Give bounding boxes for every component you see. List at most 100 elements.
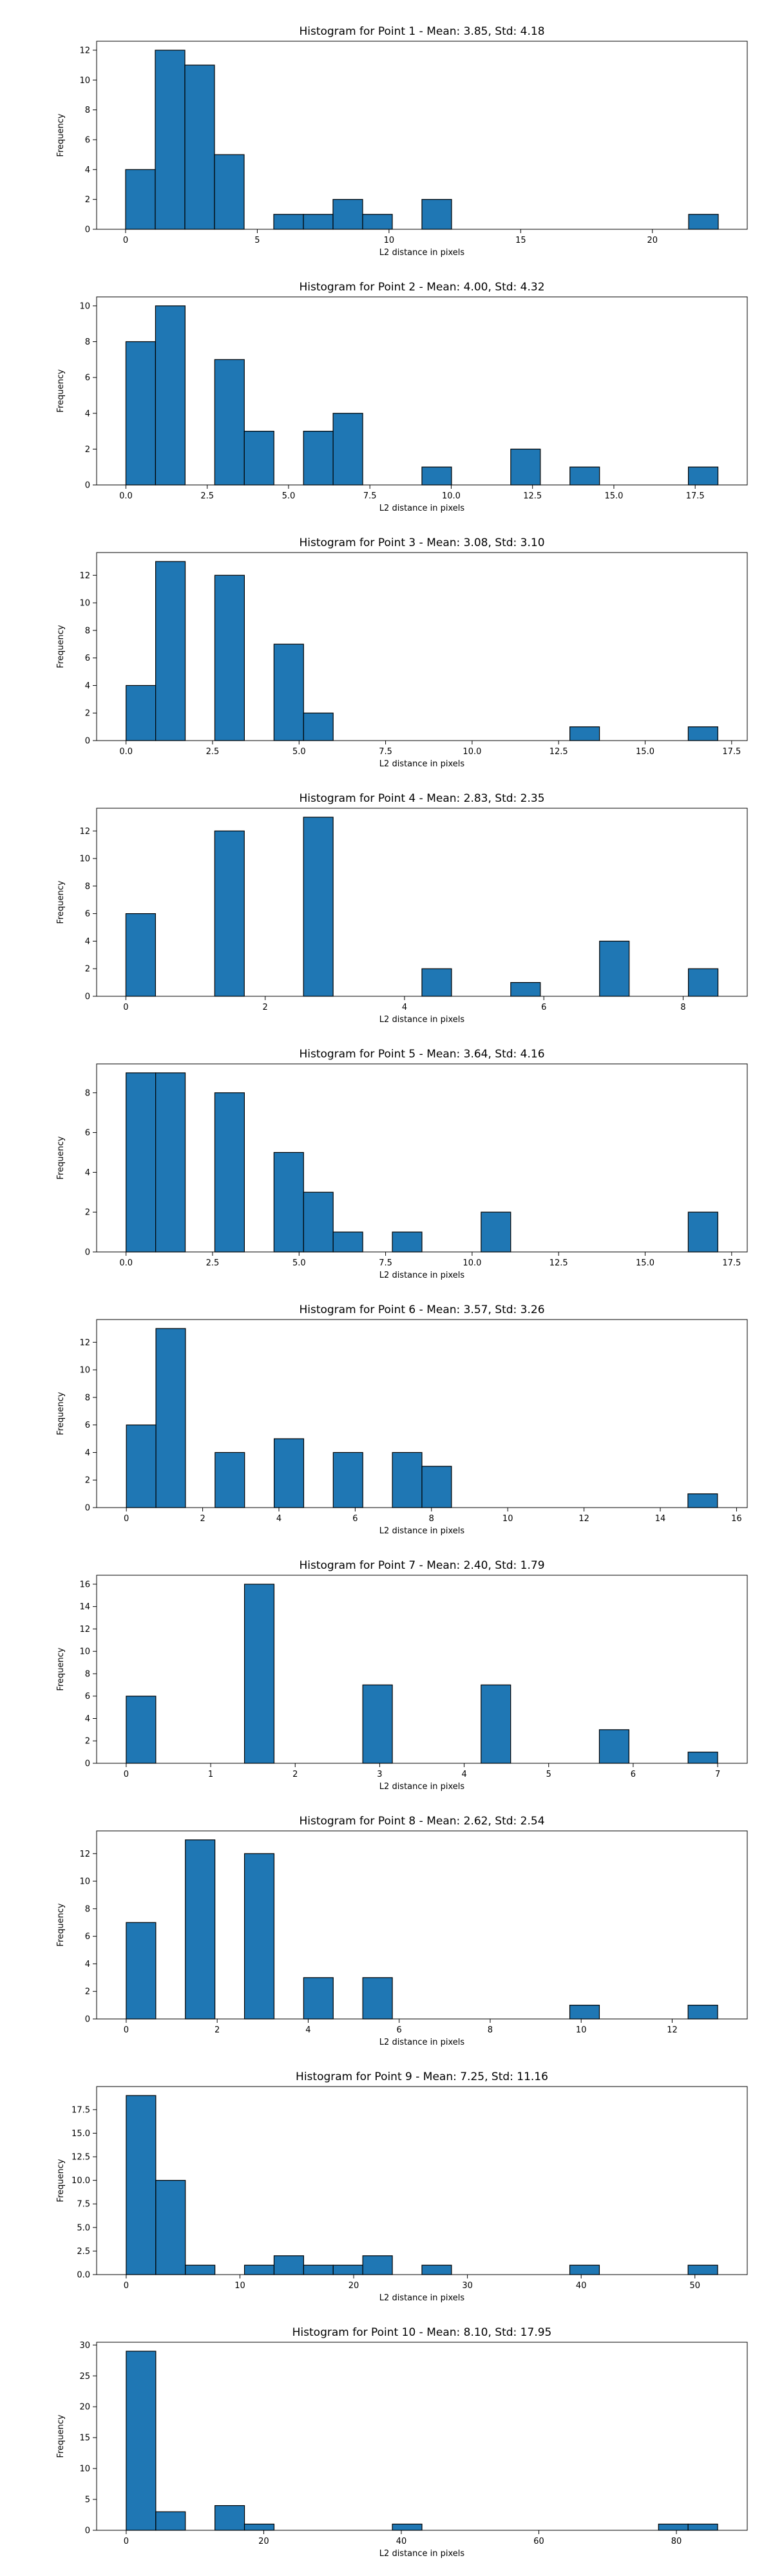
chart-2-ytick-label-5: 8 [85,337,90,347]
chart-10: Histogram for Point 10 - Mean: 8.10, Std… [56,2326,748,2559]
chart-6-ytick-label-3: 4 [85,1448,90,1458]
chart-6-bar-4 [215,1452,245,1508]
chart-7-xtick-label-6: 5 [546,1770,551,1779]
chart-4-bar-4 [214,830,245,997]
chart-5-bar-10 [392,1231,423,1253]
chart-10-bar-2 [155,2511,186,2531]
chart-2-xtick-label-3: 5.0 [282,491,296,501]
chart-4: Histogram for Point 4 - Mean: 2.83, Std:… [56,792,748,1025]
chart-3-xtick-label-6: 12.5 [549,747,568,757]
chart-2-xtick-label-1: 0.0 [119,491,133,501]
chart-3-bar-7 [303,712,334,741]
chart-7-bar-20 [687,1752,718,1764]
chart-5-ytick-label-5: 8 [85,1088,90,1098]
chart-4-plot-area [96,808,748,997]
chart-9: Histogram for Point 9 - Mean: 7.25, Std:… [56,2070,748,2303]
chart-9-ytick-label-4: 7.5 [77,2200,90,2210]
chart-6: Histogram for Point 6 - Mean: 3.57, Std:… [56,1303,748,1536]
chart-9-bar-7 [303,2264,334,2275]
chart-6-bar-11 [421,1466,452,1508]
chart-3-xtick-label-5: 10.0 [463,747,481,757]
chart-7-bar-9 [362,1684,393,1764]
chart-9-bar-11 [421,2264,452,2275]
chart-9-ytick-label-3: 5.0 [77,2223,90,2233]
chart-6-ytick-label-6: 10 [79,1366,90,1376]
chart-5-xtick-label-4: 7.5 [379,1258,392,1268]
chart-5-title: Histogram for Point 5 - Mean: 3.64, Std:… [299,1048,544,1061]
chart-7-ytick-label-3: 4 [85,1714,90,1724]
chart-6-bar-1 [126,1425,157,1508]
chart-1-bar-4 [214,154,245,230]
chart-7-xtick-label-4: 3 [377,1770,382,1779]
chart-3-ytick-label-7: 12 [79,571,90,581]
chart-7-xtick-label-3: 2 [292,1770,298,1779]
chart-1-xtick-label-3: 10 [384,236,395,245]
chart-10-bar-5 [243,2523,275,2531]
chart-1-xtick-label-2: 5 [254,236,260,245]
chart-7-ytick-label-7: 12 [79,1625,90,1634]
chart-1-xtick-label-5: 20 [647,236,658,245]
chart-7-bar-13 [481,1684,511,1764]
chart-10-ytick-label-1: 0 [85,2526,90,2536]
chart-6-xtick-label-7: 12 [578,1514,589,1524]
chart-4-xtick-label-3: 4 [402,1003,407,1012]
chart-7-xtick-label-1: 0 [124,1770,129,1779]
chart-9-ylabel: Frequency [56,2159,66,2202]
chart-9-plot-area [96,2086,748,2275]
chart-2-bar-5 [243,430,274,486]
chart-2-xtick-label-5: 10.0 [442,491,461,501]
chart-5-bar-7 [303,1191,334,1253]
chart-2-bar-1 [125,341,157,486]
chart-1-bar-7 [303,214,334,230]
chart-5-bar-1 [126,1072,157,1253]
chart-5-ytick-label-4: 6 [85,1128,90,1138]
chart-2-xlabel: L2 distance in pixels [379,504,465,513]
chart-10-bar-10 [392,2523,423,2531]
chart-8-title: Histogram for Point 8 - Mean: 2.62, Std:… [299,1815,544,1828]
chart-8-xlabel: L2 distance in pixels [379,2038,465,2047]
chart-3-ytick-label-3: 4 [85,681,90,691]
chart-2-ytick-label-6: 10 [79,301,90,311]
chart-6-ylabel: Frequency [56,1392,66,1435]
chart-7-xtick-label-8: 7 [715,1770,720,1779]
chart-8-ylabel: Frequency [56,1903,66,1946]
chart-6-xtick-label-4: 6 [352,1514,358,1524]
chart-7-xtick-label-5: 4 [461,1770,466,1779]
chart-4-xtick-label-5: 8 [680,1003,685,1012]
chart-10-ytick-label-6: 25 [79,2372,90,2382]
chart-1-bar-11 [421,199,452,230]
chart-8-xtick-label-5: 8 [488,2025,493,2035]
chart-5-bar-6 [273,1151,304,1253]
chart-10-bar-20 [687,2523,718,2531]
chart-5-bar-20 [687,1211,718,1253]
chart-9-ytick-label-7: 15.0 [72,2129,90,2139]
chart-8-ytick-label-1: 0 [85,2015,90,2025]
chart-3-bar-6 [273,643,304,741]
chart-7-bar-1 [126,1696,157,1764]
chart-2-ytick-label-1: 0 [85,481,90,491]
chart-7-ylabel: Frequency [56,1647,66,1690]
chart-9-bar-6 [273,2255,304,2275]
chart-9-xlabel: L2 distance in pixels [379,2293,465,2303]
chart-4-bar-11 [421,968,452,997]
chart-1-ytick-label-4: 6 [85,135,90,145]
chart-6-xtick-label-2: 2 [200,1514,205,1524]
chart-10-bar-4 [215,2505,245,2531]
chart-3-ytick-label-1: 0 [85,737,90,746]
chart-4-xtick-label-4: 6 [541,1003,546,1012]
chart-1-bar-2 [155,50,186,230]
chart-5-ytick-label-3: 4 [85,1168,90,1178]
chart-8-bar-7 [303,1977,334,2020]
chart-3-bar-4 [214,574,245,741]
chart-9-xtick-label-5: 40 [576,2281,587,2291]
chart-5-xtick-label-1: 0.0 [119,1258,133,1268]
chart-7-xlabel: L2 distance in pixels [379,1782,465,1792]
chart-2-xtick-label-4: 7.5 [363,491,377,501]
chart-10-plot-area [96,2342,748,2531]
chart-4-xtick-label-2: 2 [263,1003,268,1012]
chart-3-ytick-label-5: 8 [85,626,90,636]
chart-9-bar-16 [569,2264,600,2275]
chart-6-ytick-label-2: 2 [85,1476,90,1486]
chart-1-title: Histogram for Point 1 - Mean: 3.85, Std:… [299,25,544,38]
